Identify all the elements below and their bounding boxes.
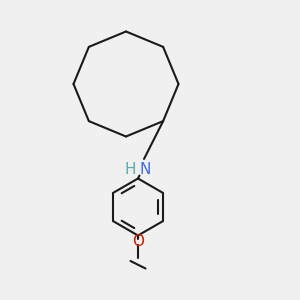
Text: O: O: [132, 234, 144, 249]
Text: N: N: [140, 162, 151, 177]
Text: H: H: [125, 162, 136, 177]
